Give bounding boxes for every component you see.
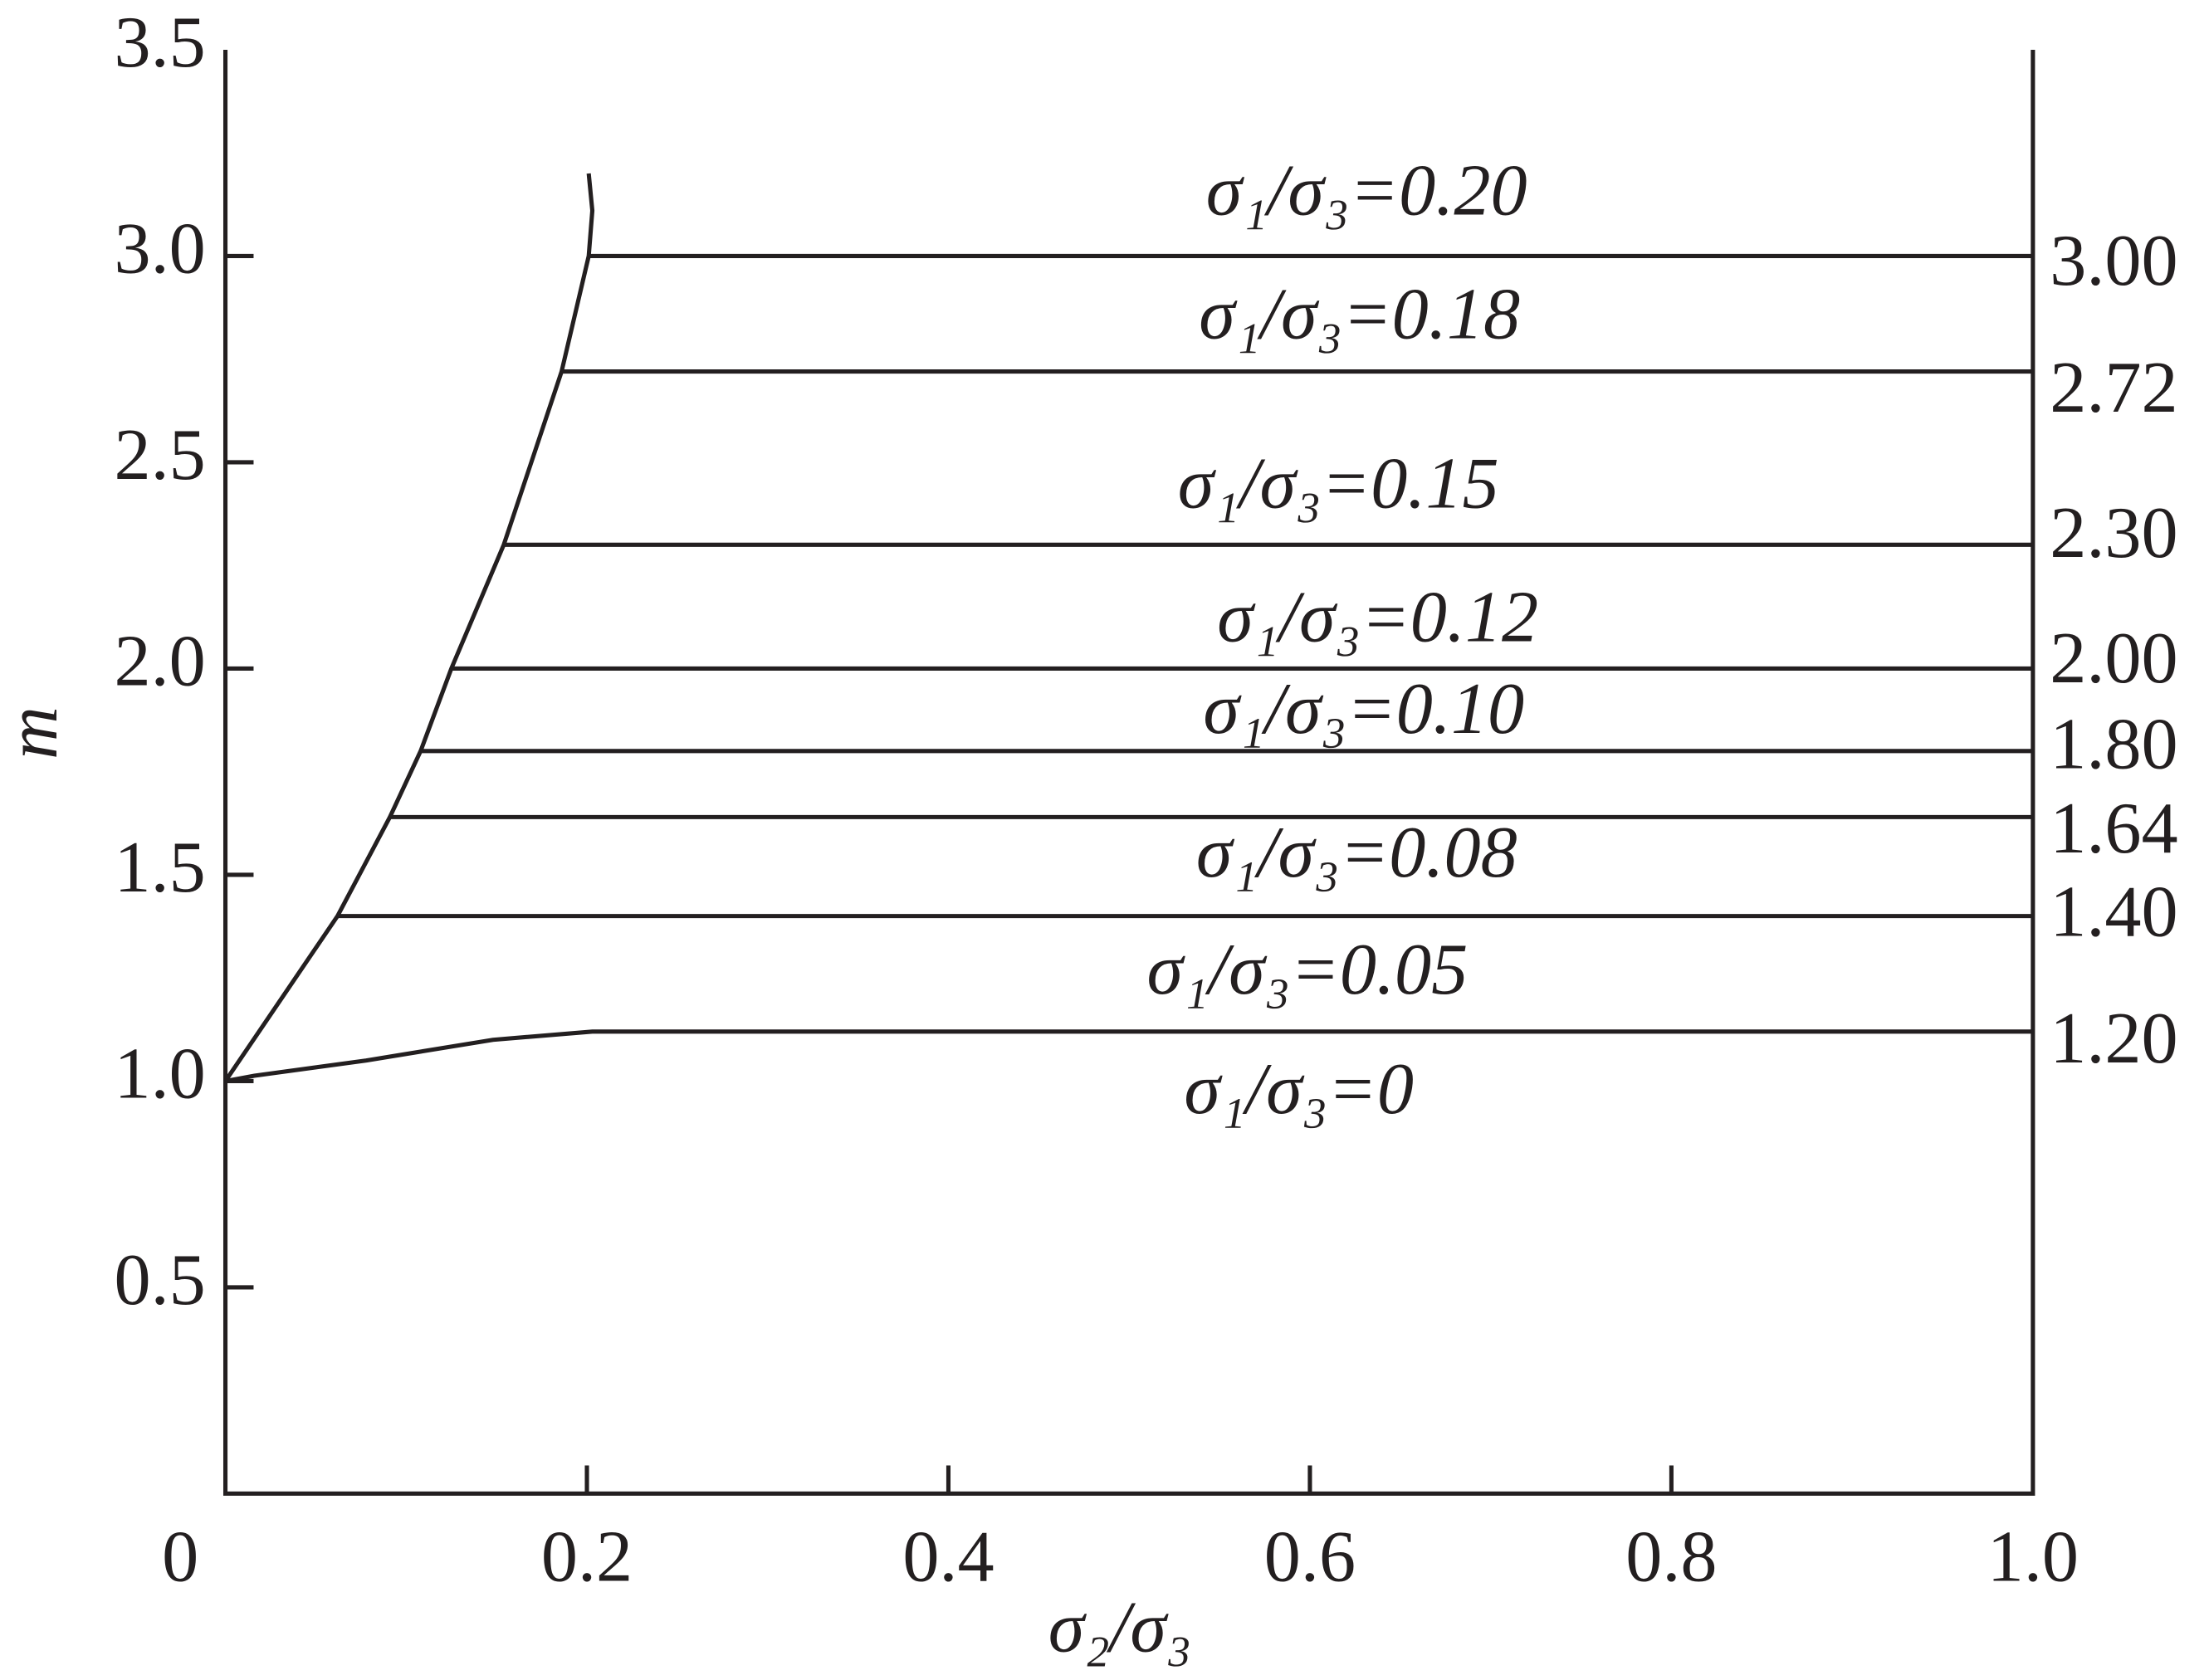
y-tick-label: 3.5 xyxy=(114,2,205,83)
series-label: σ₁/σ₃=0.05 xyxy=(1146,929,1468,1010)
y-axis-label: m xyxy=(0,706,73,759)
y-tick-label: 1.0 xyxy=(114,1033,205,1115)
series-label: σ₁/σ₃=0.15 xyxy=(1178,442,1499,524)
series-line xyxy=(223,173,595,1082)
series-label: σ₁/σ₃=0.18 xyxy=(1199,274,1520,355)
series-label: σ₁/σ₃=0.12 xyxy=(1217,577,1538,658)
series-line xyxy=(225,1029,2033,1083)
end-label: 3.00 xyxy=(2050,220,2177,301)
series-label: σ₁/σ₃=0.08 xyxy=(1196,812,1517,893)
x-tick-label: 0.4 xyxy=(902,1516,994,1598)
x-tick-label: 0.2 xyxy=(541,1516,633,1598)
y-tick-label: 2.5 xyxy=(114,414,205,496)
end-label: 1.64 xyxy=(2050,788,2177,869)
end-label: 1.80 xyxy=(2050,703,2177,784)
x-axis-label: σ₂/σ₃ xyxy=(1048,1586,1192,1668)
end-label: 2.30 xyxy=(2050,492,2177,574)
end-label: 1.20 xyxy=(2050,998,2177,1079)
y-tick-label: 3.0 xyxy=(114,208,205,290)
y-tick-label: 0.5 xyxy=(114,1239,205,1321)
x-tick-label: 0 xyxy=(162,1516,198,1598)
y-tick-label: 1.5 xyxy=(114,827,205,908)
end-label: 1.40 xyxy=(2050,871,2177,952)
x-tick-label: 0.8 xyxy=(1625,1516,1717,1598)
series-label: σ₁/σ₃=0.20 xyxy=(1206,149,1527,231)
axis-frame xyxy=(222,49,2036,1496)
end-label: 2.00 xyxy=(2050,618,2177,699)
y-tick-label: 2.0 xyxy=(114,621,205,702)
x-tick-label: 1.0 xyxy=(1987,1516,2079,1598)
series-label: σ₁/σ₃=0.10 xyxy=(1203,668,1524,750)
x-tick-label: 0.6 xyxy=(1264,1516,1356,1598)
end-label: 2.72 xyxy=(2050,347,2177,428)
series-label: σ₁/σ₃=0 xyxy=(1184,1048,1414,1130)
